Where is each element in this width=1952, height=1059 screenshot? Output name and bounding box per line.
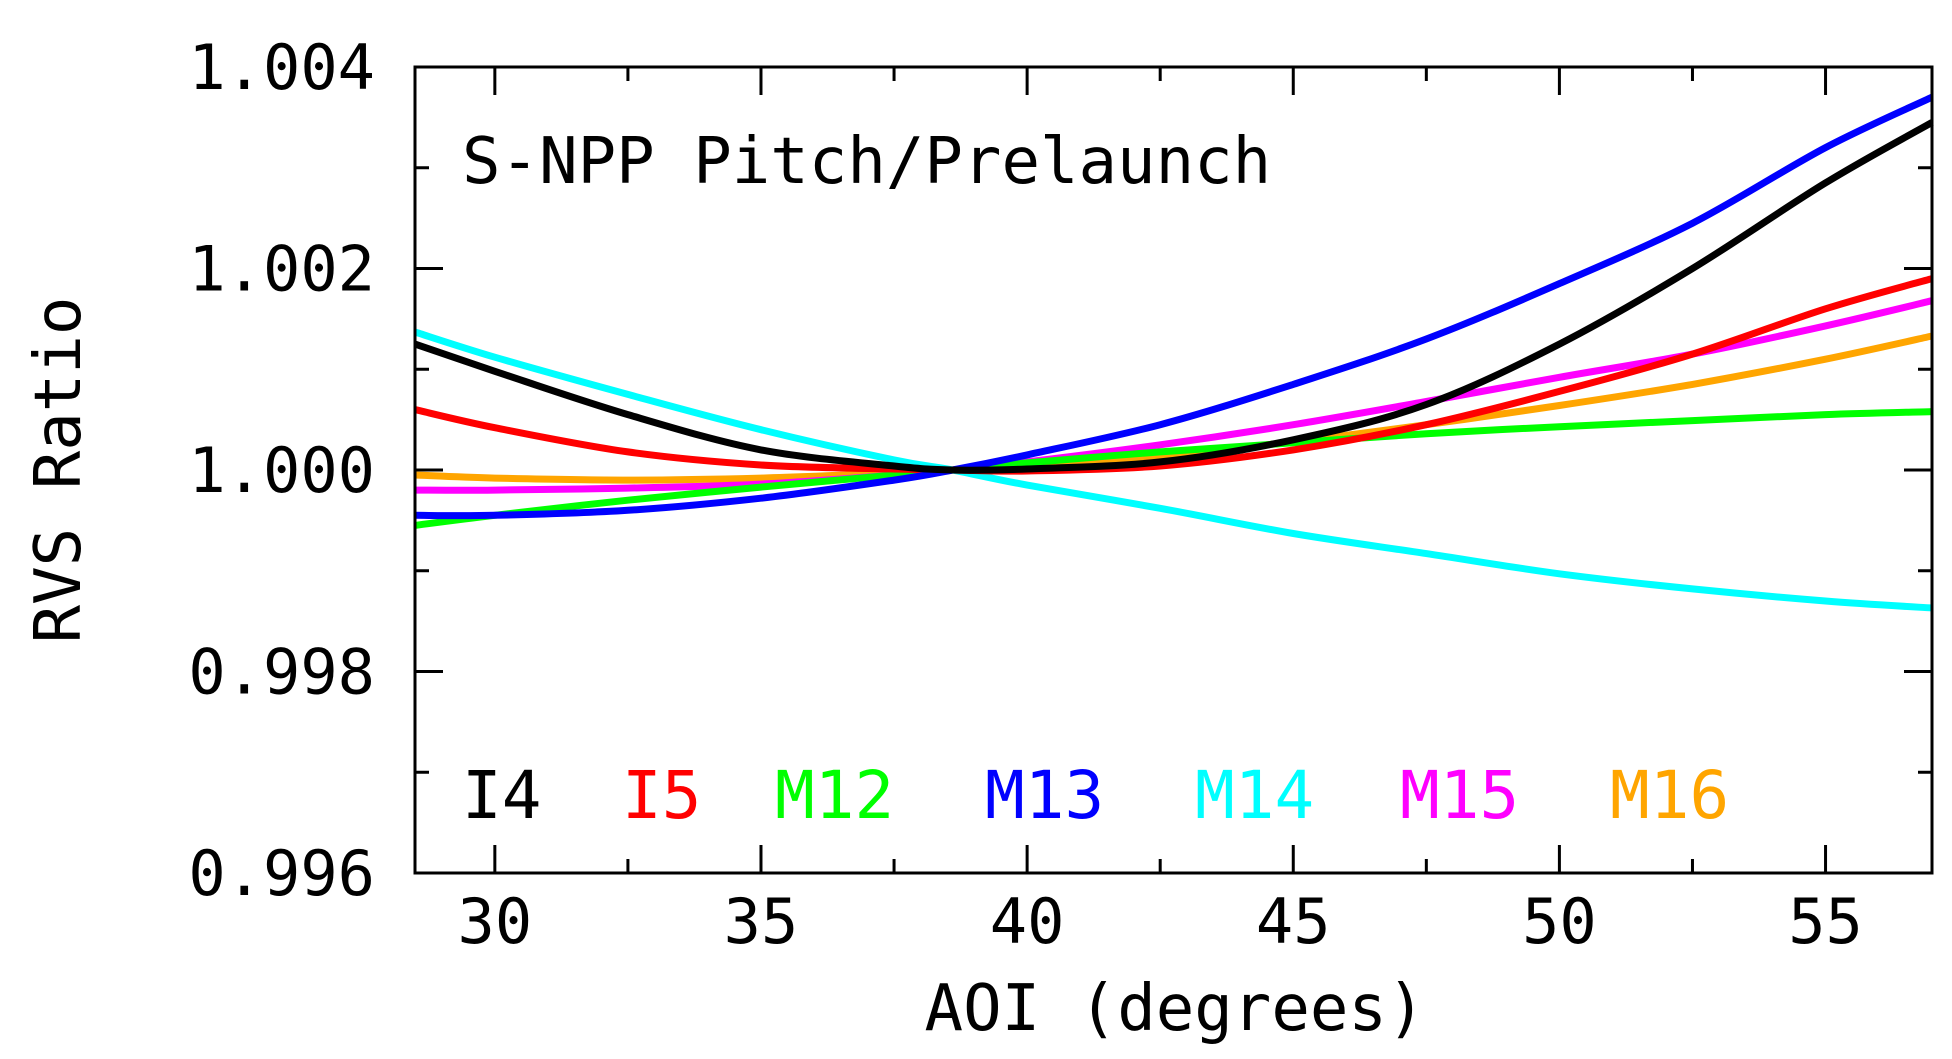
legend-entry-i5: I5 bbox=[622, 757, 701, 834]
series-line-m16 bbox=[414, 332, 1933, 484]
x-tick-label: 45 bbox=[1256, 885, 1331, 958]
tick-labels: 30 35 40 45 50 55 0.996 0.998 1.000 1.002 1.004 bbox=[188, 31, 1863, 958]
series-line-i5 bbox=[414, 275, 1933, 475]
x-tick-label: 40 bbox=[990, 885, 1065, 958]
x-tick-label: 35 bbox=[724, 885, 799, 958]
legend-entry-m16: M16 bbox=[1610, 757, 1729, 834]
x-tick-label: 30 bbox=[458, 885, 533, 958]
series-line-m13 bbox=[414, 94, 1934, 520]
series-line-i4 bbox=[413, 119, 1934, 474]
x-tick-label: 50 bbox=[1522, 885, 1597, 958]
y-tick-label: 1.004 bbox=[188, 31, 375, 104]
legend-entry-m15: M15 bbox=[1400, 757, 1519, 834]
legend-entry-m13: M13 bbox=[985, 757, 1104, 834]
y-axis-title: RVS Ratio bbox=[22, 297, 96, 644]
series-line-m14 bbox=[413, 328, 1933, 612]
chart-annotation: S-NPP Pitch/Prelaunch bbox=[462, 125, 1271, 199]
legend-entry-m14: M14 bbox=[1195, 757, 1314, 834]
x-axis-title: AOI (degrees) bbox=[925, 972, 1426, 1046]
plot-frame bbox=[413, 65, 1934, 875]
legend: I4 I5 M12 M13 M14 M15 M16 bbox=[462, 757, 1729, 834]
y-tick-label: 1.002 bbox=[188, 233, 375, 306]
y-tick-label: 0.996 bbox=[188, 837, 375, 910]
series-line-m12 bbox=[414, 408, 1933, 529]
y-tick-label: 1.000 bbox=[188, 434, 375, 507]
series-lines bbox=[413, 94, 1934, 612]
legend-entry-m12: M12 bbox=[775, 757, 894, 834]
legend-entry-i4: I4 bbox=[462, 757, 541, 834]
x-tick-label: 55 bbox=[1788, 885, 1863, 958]
y-tick-label: 0.998 bbox=[188, 636, 375, 709]
